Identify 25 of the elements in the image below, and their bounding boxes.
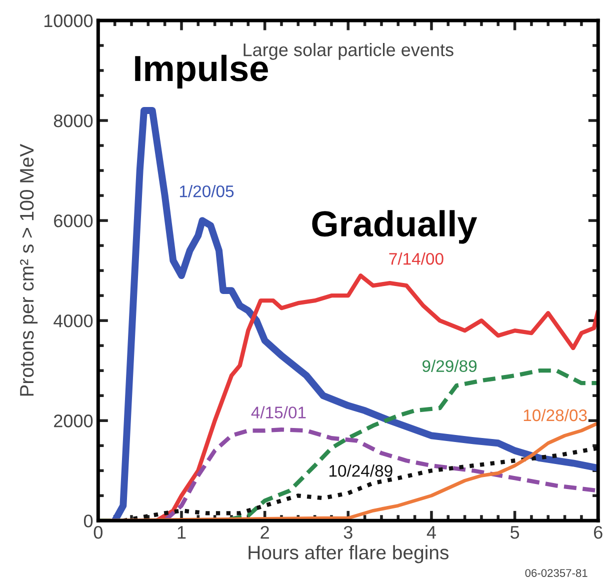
y-tick-label: 0: [84, 514, 93, 528]
y-tick-label: 8000: [54, 114, 93, 128]
x-tick-label: 5: [510, 526, 520, 539]
line-series: [162, 428, 598, 521]
y-tick-label: 4000: [54, 314, 93, 328]
y-axis-title: Protons per cm² s > 100 MeV: [20, 144, 38, 396]
series-label: 10/28/03: [524, 408, 587, 422]
annotation: Gradually: [312, 210, 478, 244]
x-tick-label: 1: [178, 526, 186, 539]
y-tick-label: 2000: [54, 414, 93, 428]
x-tick-label: 3: [344, 526, 352, 539]
series-label: 7/14/00: [389, 252, 444, 265]
x-tick-label: 6: [594, 526, 602, 539]
x-tick-label: 0: [94, 526, 102, 539]
y-tick-label: 6000: [54, 214, 93, 228]
x-tick-label: 4: [426, 526, 436, 539]
line-series: [154, 273, 598, 521]
x-tick-label: 2: [260, 526, 269, 539]
y-tick-label: 10000: [44, 14, 93, 28]
text: 06-02357-81: [525, 569, 588, 577]
x-axis-title: Hours after flare begins: [248, 545, 449, 564]
series-label: 9/29/89: [422, 360, 477, 372]
series-label: 4/15/01: [251, 406, 306, 418]
series-label: 10/24/89: [329, 464, 392, 477]
series-label: 1/20/05: [180, 185, 234, 198]
